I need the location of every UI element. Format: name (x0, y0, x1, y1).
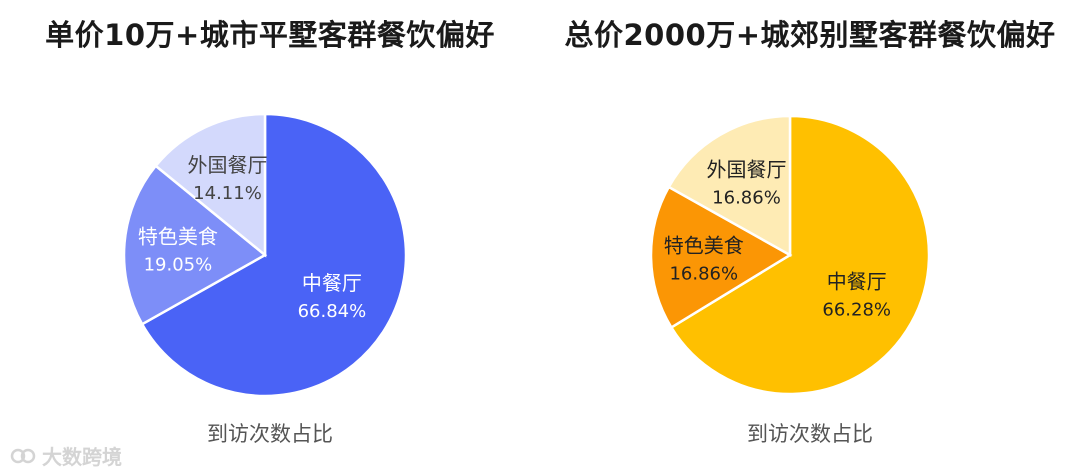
pie-svg: 中餐厅 66.84% 特色美食 19.05% 外国餐厅 14.11% (122, 112, 408, 398)
slice-label-2: 外国餐厅 (707, 158, 787, 182)
slice-value-0: 66.84% (298, 301, 367, 322)
slice-value-1: 16.86% (669, 264, 738, 285)
chart-caption: 到访次数占比 (207, 422, 333, 446)
chart-caption: 到访次数占比 (747, 422, 873, 446)
pie-chart-suburban-villa: 总价2000万+城郊别墅客群餐饮偏好 中餐厅 66.28% 特色美食 16.86% 外国… (540, 0, 1080, 473)
slice-value-2: 16.86% (712, 188, 781, 209)
chart-title: 单价10万+城市平墅客群餐饮偏好 (45, 18, 495, 52)
slice-value-1: 19.05% (144, 255, 213, 276)
pie-slice-2 (153, 112, 267, 258)
slice-label-1: 特色美食 (138, 225, 218, 249)
pie-slice-0 (140, 112, 408, 398)
pie-slice-1 (122, 164, 268, 326)
watermark-logo-icon (10, 448, 36, 463)
watermark: 大数跨境 (10, 441, 122, 470)
pie-svg: 中餐厅 66.28% 特色美食 16.86% 外国餐厅 16.86% (649, 114, 931, 396)
slice-label-0: 中餐厅 (302, 271, 362, 295)
slice-label-0: 中餐厅 (827, 269, 887, 293)
pie-slice-0 (669, 114, 931, 396)
slice-label-1: 特色美食 (664, 234, 744, 258)
slice-label-2: 外国餐厅 (188, 153, 268, 177)
chart-title: 总价2000万+城郊别墅客群餐饮偏好 (564, 18, 1056, 52)
watermark-text: 大数跨境 (42, 445, 122, 469)
slice-value-0: 66.28% (822, 299, 891, 320)
pie-slice-2 (667, 114, 792, 258)
pie-slice-1 (649, 185, 793, 330)
pie-chart-urban-villa: 单价10万+城市平墅客群餐饮偏好 中餐厅 66.84% 特色美食 19.05% 外国餐厅… (45, 18, 495, 446)
slice-value-2: 14.11% (193, 183, 262, 204)
